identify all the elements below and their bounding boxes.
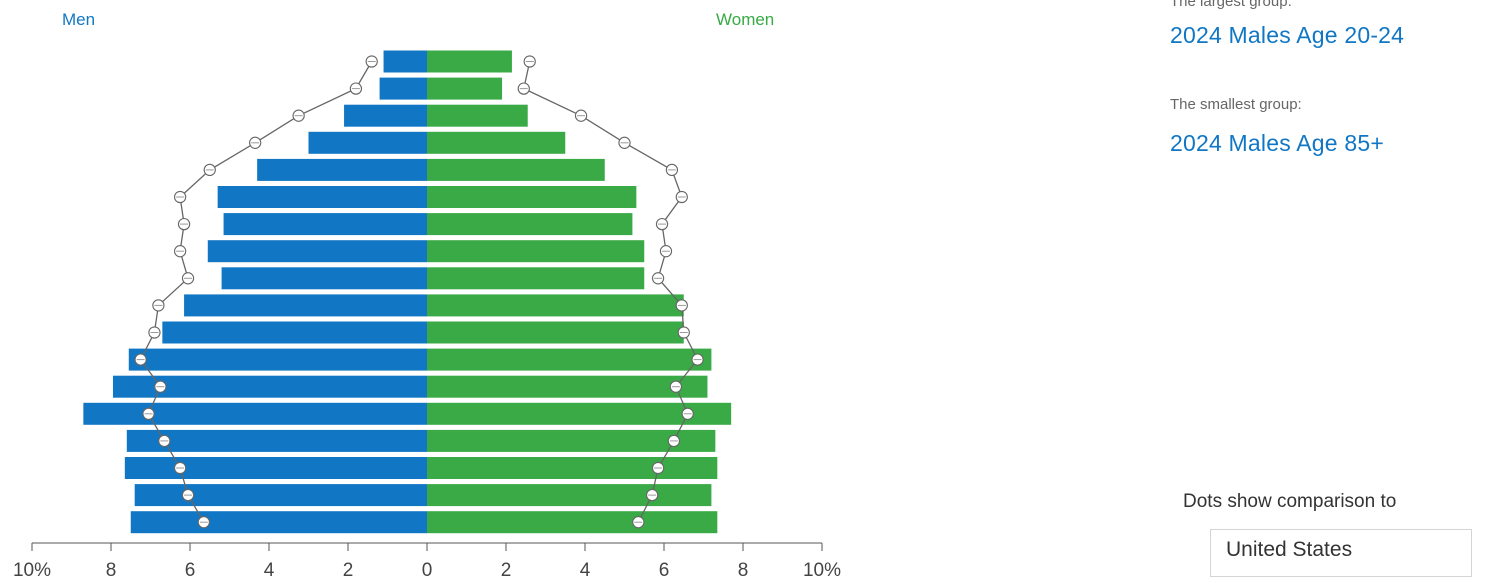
- men-bar[interactable]: [126, 429, 428, 452]
- men-bar[interactable]: [184, 294, 427, 317]
- x-axis-tick-label: 0: [422, 560, 433, 581]
- women-bar[interactable]: [427, 294, 684, 317]
- women-bar[interactable]: [427, 457, 718, 479]
- x-axis: 10% 8 6 4 2 0 2 4 6 8 10%: [13, 542, 841, 581]
- x-axis-tick-label: 4: [264, 560, 275, 581]
- women-comparison-line: [523, 61, 699, 523]
- men-bar[interactable]: [257, 158, 427, 181]
- comparison-dots-layer: [134, 55, 704, 529]
- men-bar[interactable]: [83, 402, 427, 425]
- men-bar[interactable]: [130, 511, 427, 534]
- smallest-group-value: 2024 Males Age 85+: [1170, 130, 1384, 156]
- men-bar[interactable]: [217, 186, 427, 208]
- women-bar[interactable]: [427, 511, 718, 534]
- largest-group-label: The largest group:: [1170, 0, 1292, 10]
- women-series-label: Women: [716, 10, 775, 29]
- women-bar[interactable]: [427, 240, 645, 263]
- women-bar[interactable]: [427, 158, 605, 181]
- population-pyramid-chart: 10% 8 6 4 2 0 2 4 6 8 10%: [13, 50, 841, 581]
- women-bar[interactable]: [427, 375, 708, 398]
- x-axis-tick-label: 2: [501, 560, 512, 581]
- comparison-select[interactable]: United States: [1210, 529, 1472, 577]
- men-bar[interactable]: [379, 77, 427, 100]
- smallest-group-label: The smallest group:: [1170, 96, 1302, 113]
- men-bar[interactable]: [308, 131, 428, 154]
- women-bar[interactable]: [427, 77, 503, 100]
- men-bar[interactable]: [162, 321, 427, 344]
- women-bar[interactable]: [427, 50, 512, 73]
- x-axis-tick-label: 8: [738, 560, 749, 581]
- men-comparison-line: [139, 61, 373, 523]
- men-bar[interactable]: [134, 484, 427, 507]
- summary-panel: The largest group: 2024 Males Age 20-24 …: [1170, 0, 1493, 582]
- x-axis-tick-label: 2: [343, 560, 354, 581]
- x-axis-tick-label: 6: [185, 560, 196, 581]
- x-axis-tick-label: 8: [106, 560, 117, 581]
- largest-group-value: 2024 Males Age 20-24: [1170, 22, 1405, 48]
- women-bar[interactable]: [427, 484, 712, 507]
- bars-layer: [83, 50, 732, 534]
- men-bar[interactable]: [124, 457, 427, 479]
- men-bar[interactable]: [223, 213, 427, 236]
- men-bar[interactable]: [221, 267, 427, 290]
- comparison-lines-layer: [139, 61, 699, 523]
- women-bar[interactable]: [427, 213, 633, 236]
- x-axis-tick-label: 10%: [803, 560, 841, 581]
- x-axis-tick-label: 6: [659, 560, 670, 581]
- women-bar[interactable]: [427, 186, 637, 208]
- women-bar[interactable]: [427, 402, 732, 425]
- x-axis-tick-label: 4: [580, 560, 591, 581]
- men-bar[interactable]: [207, 240, 427, 263]
- women-bar[interactable]: [427, 321, 684, 344]
- women-bar[interactable]: [427, 429, 716, 452]
- men-bar[interactable]: [112, 375, 427, 398]
- women-bar[interactable]: [427, 267, 645, 290]
- men-series-label: Men: [62, 10, 96, 29]
- women-bar[interactable]: [427, 131, 566, 154]
- men-bar[interactable]: [383, 50, 427, 73]
- men-bar[interactable]: [128, 348, 427, 371]
- x-axis-tick-label: 10%: [13, 560, 51, 581]
- comparison-caption: Dots show comparison to: [1183, 491, 1397, 512]
- women-bar[interactable]: [427, 104, 528, 127]
- men-bar[interactable]: [344, 104, 427, 127]
- women-bar[interactable]: [427, 348, 712, 371]
